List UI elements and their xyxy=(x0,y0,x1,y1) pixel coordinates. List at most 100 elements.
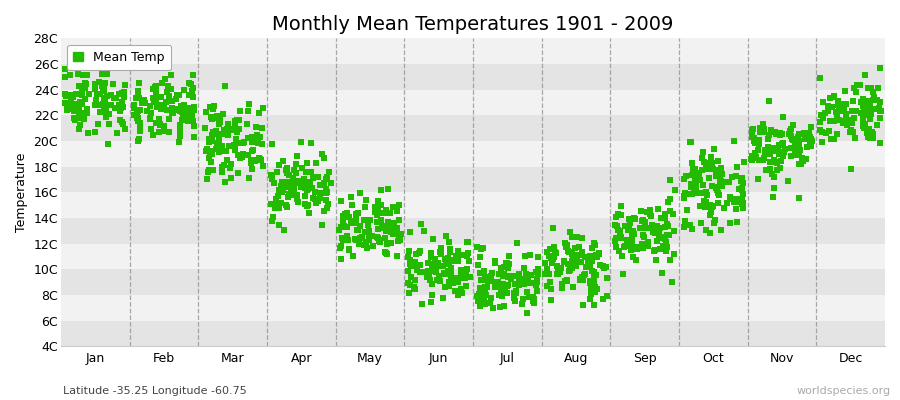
Point xyxy=(529,276,544,282)
Point xyxy=(640,209,654,215)
Point xyxy=(228,122,242,128)
Point xyxy=(424,254,438,260)
Point xyxy=(301,202,315,208)
Point xyxy=(627,215,642,222)
Point xyxy=(592,250,607,256)
Point xyxy=(79,81,94,88)
Point xyxy=(254,157,268,163)
Point xyxy=(96,96,111,102)
Point xyxy=(437,284,452,290)
Point xyxy=(791,134,806,140)
Point xyxy=(198,125,212,131)
Point xyxy=(786,122,800,128)
Title: Monthly Mean Temperatures 1901 - 2009: Monthly Mean Temperatures 1901 - 2009 xyxy=(273,15,674,34)
Point xyxy=(187,104,202,110)
Point xyxy=(265,140,279,147)
Point xyxy=(649,257,663,264)
Point xyxy=(299,169,313,175)
Point xyxy=(453,252,467,258)
Point xyxy=(543,279,557,286)
Point xyxy=(157,103,171,109)
Point xyxy=(860,98,874,104)
Point xyxy=(776,153,790,159)
Point xyxy=(560,278,574,285)
Point xyxy=(449,253,464,259)
Bar xyxy=(61,90,885,115)
Point xyxy=(656,233,670,240)
Point xyxy=(93,108,107,115)
Point xyxy=(629,244,643,250)
Point xyxy=(204,116,219,122)
Point xyxy=(279,202,293,208)
Point xyxy=(609,223,624,230)
Point xyxy=(401,247,416,254)
Y-axis label: Temperature: Temperature xyxy=(15,153,28,232)
Point xyxy=(250,132,265,139)
Point xyxy=(131,89,146,95)
Point xyxy=(590,286,604,292)
Point xyxy=(508,273,522,280)
Point xyxy=(715,182,729,189)
Point xyxy=(709,173,724,179)
Point xyxy=(96,100,111,107)
Point xyxy=(862,135,877,142)
Point xyxy=(365,243,380,249)
Point xyxy=(173,133,187,140)
Point xyxy=(301,186,315,192)
Point xyxy=(752,129,767,135)
Point xyxy=(830,112,844,119)
Point xyxy=(428,264,442,270)
Point xyxy=(569,259,583,265)
Point xyxy=(105,80,120,87)
Point xyxy=(766,193,780,200)
Point xyxy=(667,228,681,235)
Point xyxy=(573,258,588,265)
Point xyxy=(847,114,861,121)
Point xyxy=(268,205,283,211)
Point xyxy=(630,246,644,252)
Point xyxy=(97,95,112,102)
Point xyxy=(215,163,230,170)
Point xyxy=(339,236,354,242)
Point xyxy=(530,270,544,277)
Point xyxy=(287,180,302,186)
Point xyxy=(448,288,463,294)
Point xyxy=(832,102,846,108)
Point xyxy=(554,284,569,291)
Point xyxy=(666,211,680,218)
Point xyxy=(488,258,502,264)
Point xyxy=(650,238,664,244)
Point xyxy=(135,100,149,106)
Point xyxy=(362,228,376,235)
Point xyxy=(321,201,336,208)
Point xyxy=(747,138,761,144)
Point xyxy=(508,298,522,304)
Point xyxy=(308,196,322,202)
Point xyxy=(768,129,782,135)
Point xyxy=(425,292,439,298)
Point xyxy=(374,225,389,231)
Point xyxy=(499,260,513,266)
Point xyxy=(248,124,263,131)
Point xyxy=(211,131,225,137)
Point xyxy=(770,167,784,174)
Point xyxy=(512,271,526,277)
Point xyxy=(358,197,373,203)
Point xyxy=(702,175,716,181)
Point xyxy=(298,192,312,199)
Point xyxy=(774,158,788,164)
Point xyxy=(839,113,853,119)
Point xyxy=(63,106,77,112)
Point xyxy=(762,148,777,154)
Point xyxy=(832,117,846,124)
Point xyxy=(146,132,160,138)
Point xyxy=(706,220,721,226)
Point xyxy=(274,183,288,189)
Point xyxy=(524,280,538,286)
Point xyxy=(172,92,186,99)
Point xyxy=(342,246,356,252)
Point xyxy=(868,106,883,112)
Point xyxy=(572,277,587,283)
Point xyxy=(342,214,356,220)
Point xyxy=(166,110,180,116)
